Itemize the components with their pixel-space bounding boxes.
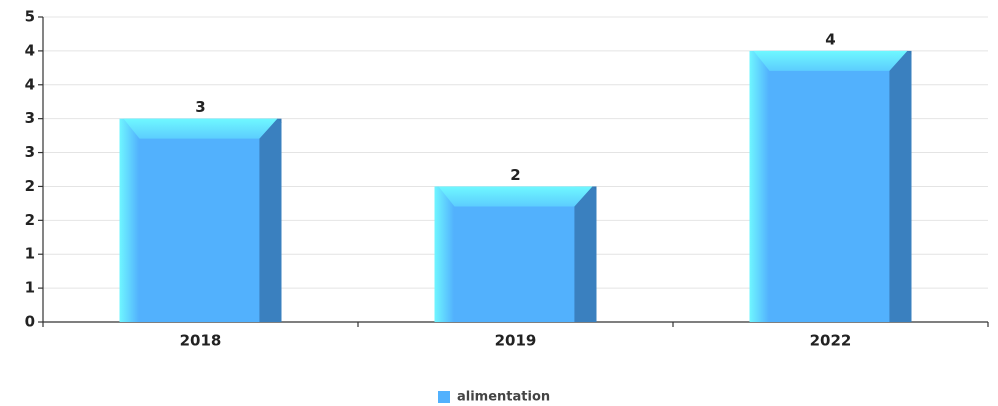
bar-bevel	[753, 50, 908, 71]
bar-side	[889, 50, 912, 323]
y-tick-label: 3	[25, 109, 35, 127]
legend-label: alimentation	[457, 390, 550, 405]
x-tick-label: 2018	[180, 332, 222, 350]
y-tick-label: 1	[25, 279, 35, 297]
data-label: 3	[195, 98, 205, 116]
y-tick-label: 1	[25, 245, 35, 263]
y-tick-label: 3	[25, 143, 35, 161]
y-tick-label: 4	[25, 75, 35, 93]
bar-side	[574, 186, 597, 322]
bar	[119, 118, 282, 323]
bar-bevel	[123, 118, 278, 139]
legend-swatch	[438, 391, 450, 403]
bar-bevel	[438, 186, 593, 207]
y-tick-label: 4	[25, 41, 35, 59]
data-label: 2	[510, 166, 520, 184]
bar-side	[259, 118, 282, 323]
y-tick-label: 2	[25, 211, 35, 229]
y-tick-label: 2	[25, 177, 35, 195]
y-tick-label: 5	[25, 8, 35, 26]
bar	[749, 50, 912, 323]
data-label: 4	[825, 30, 835, 48]
y-tick-label: 0	[25, 313, 35, 331]
x-tick-label: 2019	[495, 332, 537, 350]
x-tick-label: 2022	[810, 332, 852, 350]
bar	[434, 186, 597, 322]
